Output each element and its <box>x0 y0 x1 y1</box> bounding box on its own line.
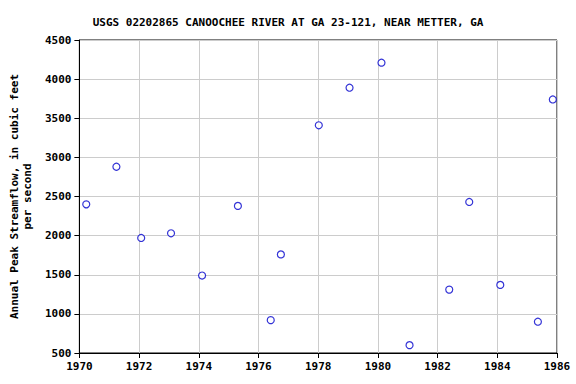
svg-text:4500: 4500 <box>45 34 72 47</box>
svg-text:1984: 1984 <box>484 360 511 373</box>
svg-text:1980: 1980 <box>365 360 392 373</box>
svg-text:500: 500 <box>52 347 72 360</box>
svg-text:1500: 1500 <box>45 268 72 281</box>
svg-text:3500: 3500 <box>45 112 72 125</box>
svg-text:per second: per second <box>21 163 34 229</box>
svg-text:USGS 02202865 CANOOCHEE RIVER: USGS 02202865 CANOOCHEE RIVER AT GA 23-1… <box>93 16 484 29</box>
svg-text:1970: 1970 <box>66 360 93 373</box>
svg-text:1976: 1976 <box>245 360 272 373</box>
svg-text:1982: 1982 <box>424 360 451 373</box>
svg-text:3000: 3000 <box>45 151 72 164</box>
svg-text:1000: 1000 <box>45 307 72 320</box>
svg-text:1986: 1986 <box>544 360 571 373</box>
svg-text:1972: 1972 <box>126 360 153 373</box>
svg-text:2000: 2000 <box>45 229 72 242</box>
svg-text:2500: 2500 <box>45 190 72 203</box>
svg-text:1974: 1974 <box>186 360 213 373</box>
svg-text:4000: 4000 <box>45 73 72 86</box>
svg-text:1978: 1978 <box>305 360 332 373</box>
svg-text:Annual Peak Streamflow, in cub: Annual Peak Streamflow, in cubic feet <box>8 74 21 319</box>
